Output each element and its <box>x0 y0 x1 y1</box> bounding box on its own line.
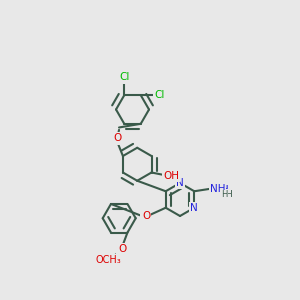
Text: OH: OH <box>164 171 180 182</box>
Text: CH₃: CH₃ <box>100 255 116 264</box>
Text: O: O <box>142 211 150 221</box>
Text: O: O <box>117 244 126 254</box>
Text: H: H <box>225 190 232 199</box>
Text: N: N <box>190 203 198 213</box>
Text: OCH₃: OCH₃ <box>96 254 122 265</box>
Text: NH: NH <box>213 185 230 195</box>
Text: Cl: Cl <box>154 90 165 100</box>
Text: NH: NH <box>210 184 225 194</box>
Text: O: O <box>142 212 150 222</box>
Text: O: O <box>113 134 122 144</box>
Text: O: O <box>114 133 122 143</box>
Text: Cl: Cl <box>119 73 130 82</box>
Text: Cl: Cl <box>154 90 165 100</box>
Text: N: N <box>176 178 184 188</box>
Text: H: H <box>221 190 227 199</box>
Text: Cl: Cl <box>119 72 130 82</box>
Text: OH: OH <box>163 171 179 181</box>
Text: O: O <box>118 244 126 254</box>
